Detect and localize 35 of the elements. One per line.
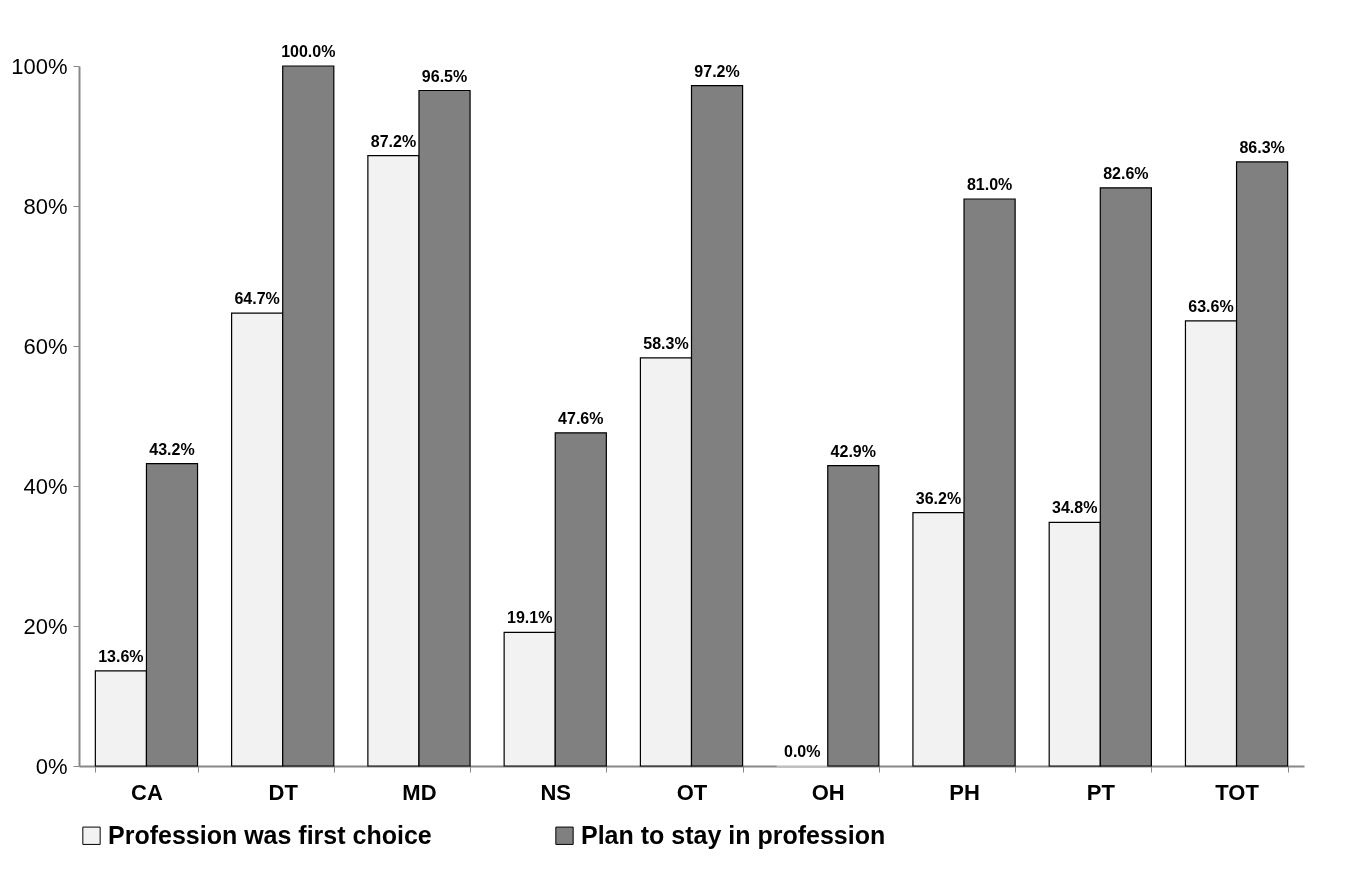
y-tick-label: 20% [23, 613, 68, 639]
y-tick-label: 0% [35, 753, 68, 779]
data-label: 0.0% [783, 743, 821, 760]
data-label: 19.1% [507, 609, 553, 627]
data-label: 47.6% [558, 409, 604, 427]
x-tick-label: PT [1086, 779, 1116, 805]
data-label: 100.0% [281, 43, 336, 60]
data-label: 97.2% [694, 62, 740, 80]
data-label: 43.2% [149, 440, 195, 458]
data-label: 64.7% [234, 290, 280, 308]
data-label: 36.2% [915, 489, 962, 507]
x-tick-label: DT [268, 779, 299, 805]
x-tick-label: OH [811, 779, 845, 805]
x-tick-label: TOT [1215, 779, 1260, 805]
data-label: 81.0% [966, 176, 1013, 193]
x-tick-label: CA [131, 779, 163, 805]
x-tick-label: NS [540, 779, 572, 805]
y-tick-label: 100% [11, 53, 68, 79]
data-label: 42.9% [830, 442, 876, 460]
y-tick-label: 80% [23, 193, 68, 219]
y-tick-label: 60% [23, 333, 68, 359]
legend-label: Profession was first choice [108, 820, 432, 849]
data-label: 87.2% [370, 132, 417, 150]
data-label: 96.5% [421, 67, 468, 85]
x-tick-label: MD [402, 779, 437, 805]
y-tick-label: 40% [23, 473, 68, 499]
data-label: 82.6% [1103, 164, 1149, 182]
x-tick-label: PH [949, 779, 980, 805]
data-label: 86.3% [1239, 138, 1285, 156]
data-label: 63.6% [1188, 297, 1234, 315]
data-label: 34.8% [1052, 499, 1098, 517]
data-label: 13.6% [98, 647, 144, 665]
legend-label: Plan to stay in profession [581, 820, 886, 849]
x-tick-label: OT [676, 779, 708, 805]
data-label: 58.3% [643, 334, 689, 352]
